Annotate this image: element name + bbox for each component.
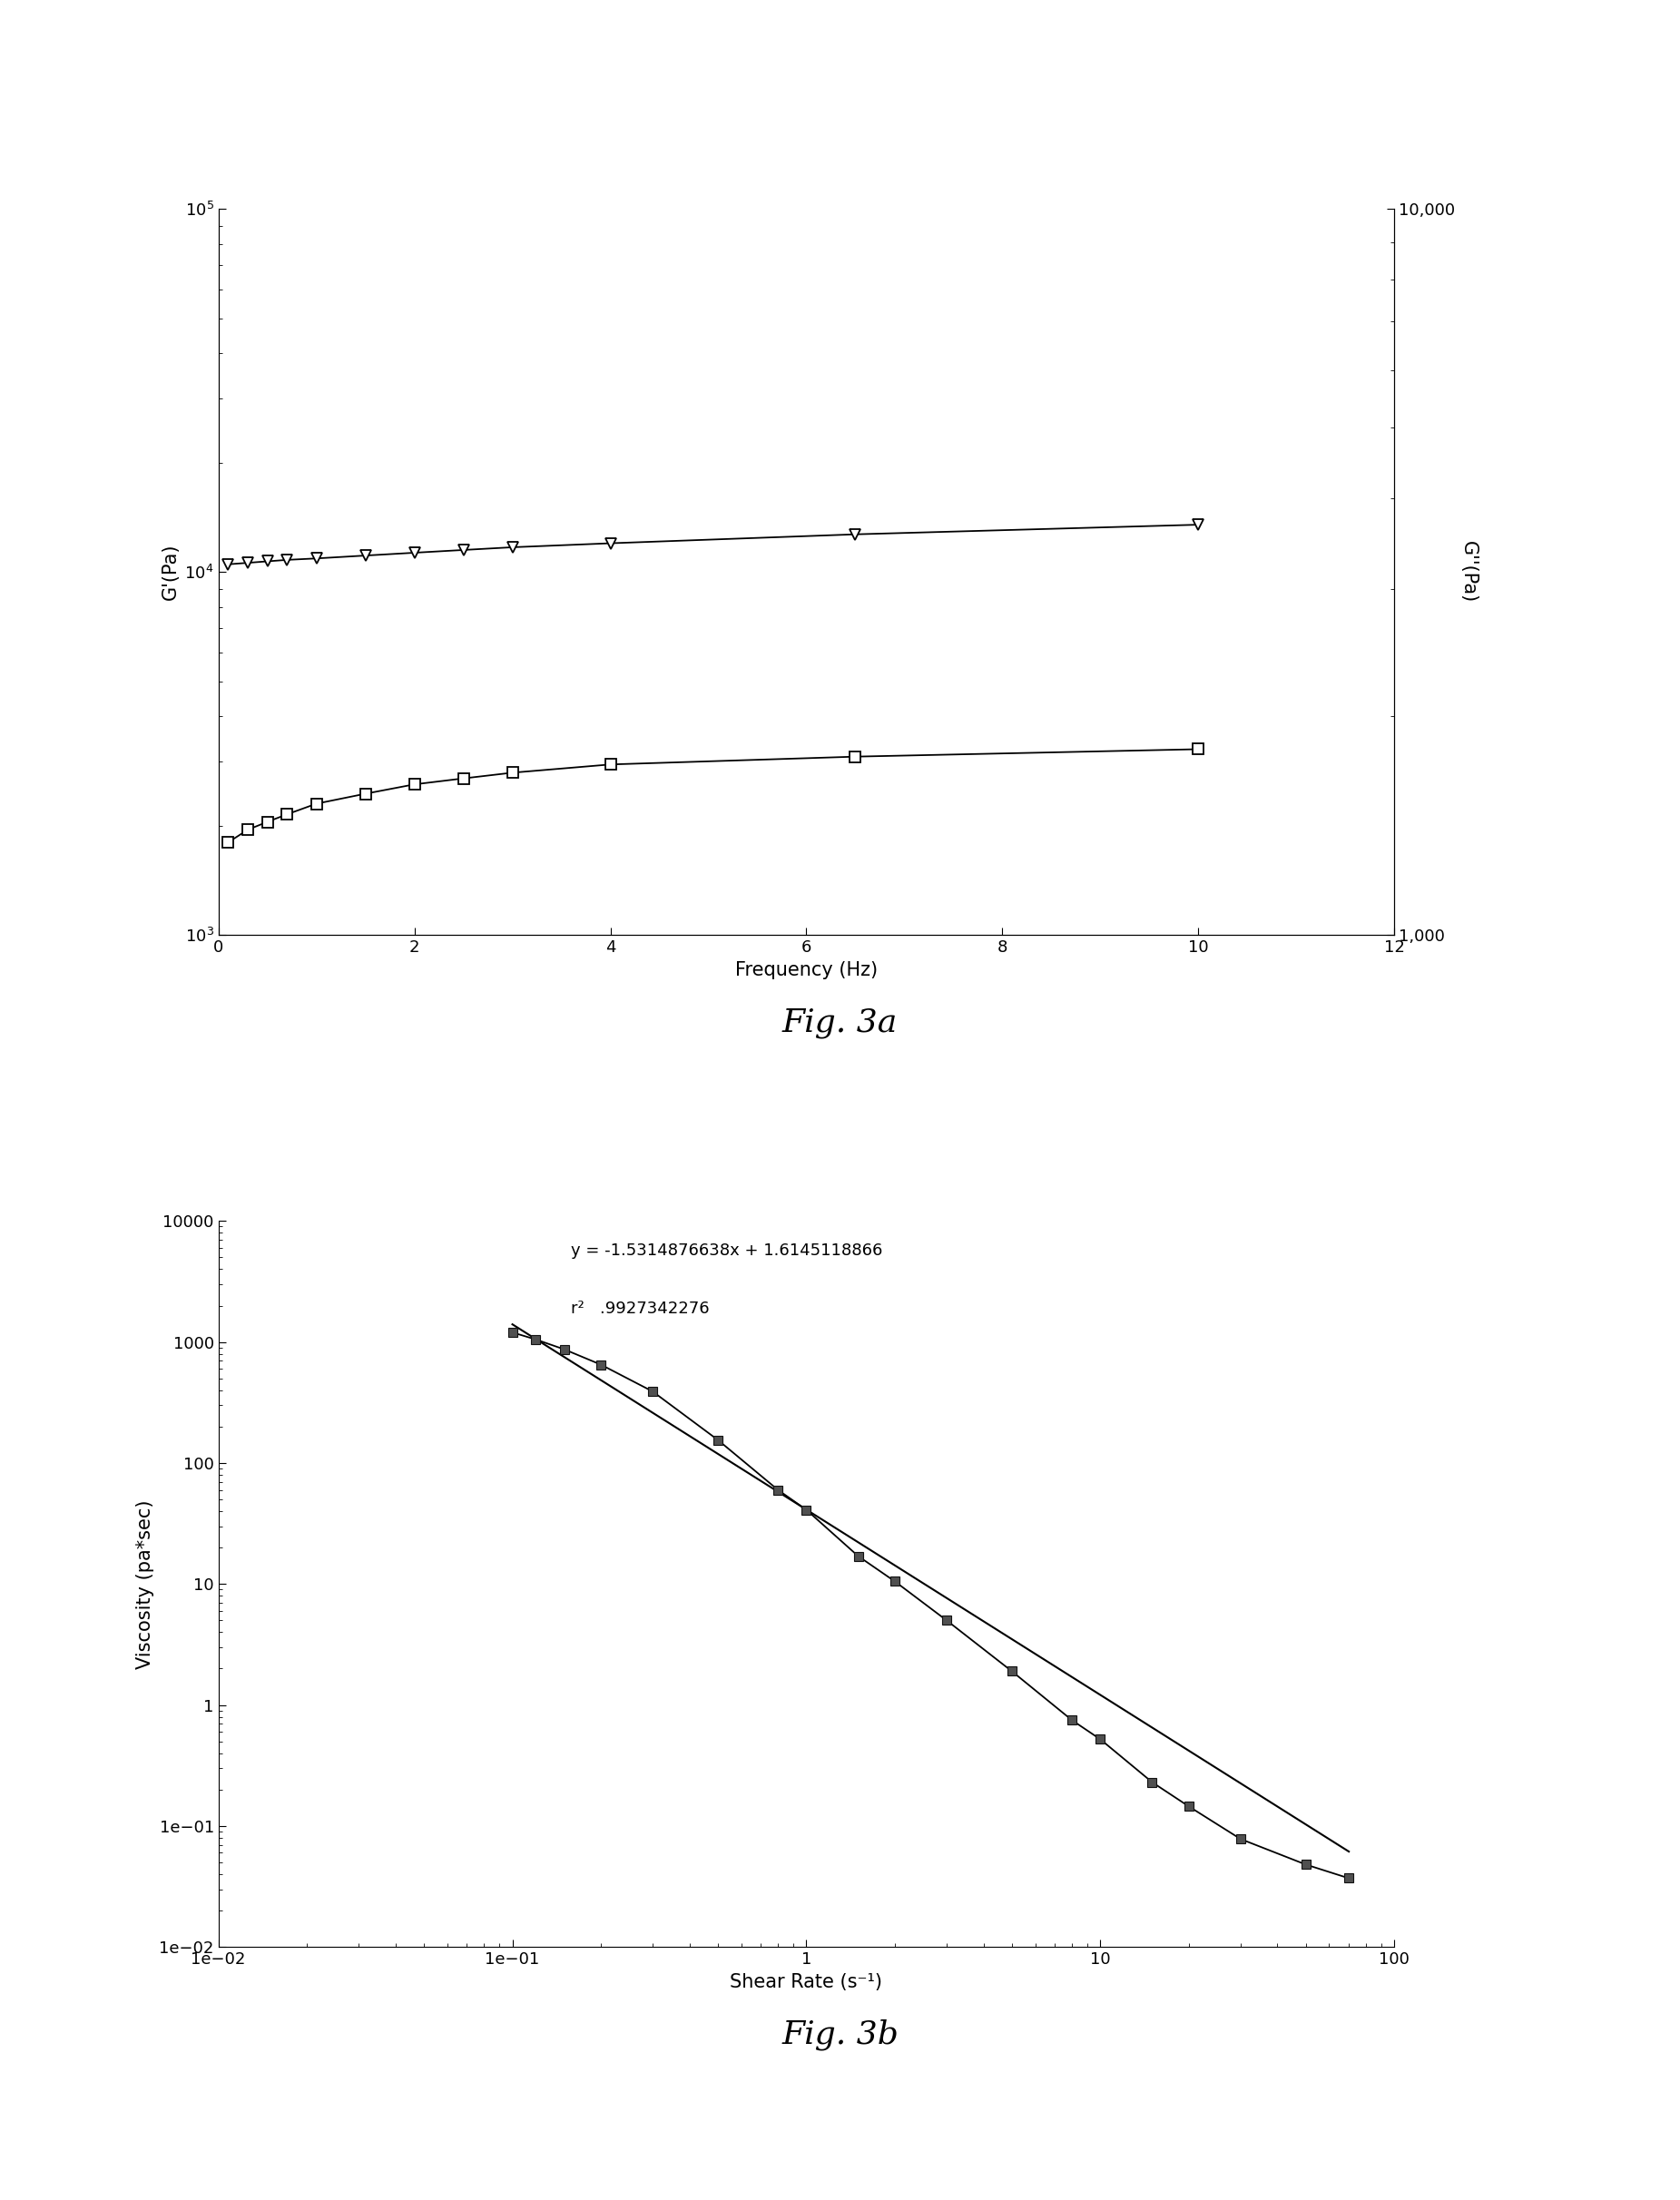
X-axis label: Frequency (Hz): Frequency (Hz): [736, 961, 877, 979]
Text: r²   .9927342276: r² .9927342276: [571, 1300, 709, 1318]
Y-axis label: Viscosity (pa*sec): Viscosity (pa*sec): [136, 1500, 155, 1668]
X-axis label: Shear Rate (s⁻¹): Shear Rate (s⁻¹): [731, 1973, 882, 1991]
Y-axis label: G''(Pa): G''(Pa): [1460, 541, 1478, 603]
Text: y = -1.5314876638x + 1.6145118866: y = -1.5314876638x + 1.6145118866: [571, 1243, 884, 1258]
Y-axis label: G'(Pa): G'(Pa): [161, 543, 180, 601]
Text: Fig. 3a: Fig. 3a: [783, 1008, 897, 1038]
Text: Fig. 3b: Fig. 3b: [781, 2020, 899, 2050]
